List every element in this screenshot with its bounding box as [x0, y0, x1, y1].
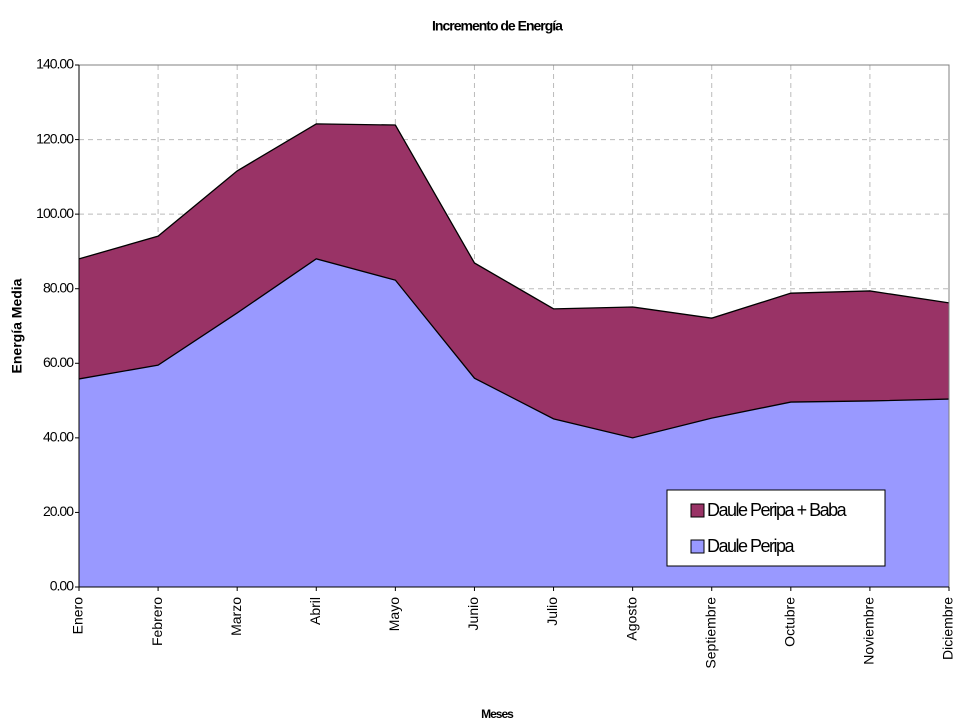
x-tick-label: Agosto — [623, 597, 639, 641]
x-tick-label: Mayo — [386, 597, 402, 631]
y-tick-label: 100.00 — [36, 205, 74, 221]
y-axis-title: Energía Media — [9, 278, 25, 373]
y-tick-label: 20.00 — [43, 503, 74, 519]
x-tick-label: Marzo — [228, 597, 244, 636]
x-tick-label: Abril — [307, 597, 323, 625]
legend-swatch — [690, 539, 705, 554]
y-tick-label: 60.00 — [43, 354, 74, 370]
area-line — [78, 123, 950, 319]
area-line — [78, 258, 950, 439]
y-tick-label: 0.00 — [50, 578, 74, 594]
x-axis-title: Meses — [481, 707, 514, 721]
x-tick-label: Diciembre — [940, 597, 956, 660]
x-tick-label: Enero — [70, 597, 86, 635]
y-tick-label: 80.00 — [43, 279, 74, 295]
x-tick-label: Octubre — [782, 597, 798, 647]
x-tick-label: Febrero — [149, 597, 165, 646]
x-tick-label: Junio — [465, 597, 481, 631]
x-tick-label: Noviembre — [861, 597, 877, 665]
chart-title: Incremento de Energía — [432, 18, 563, 34]
y-tick-label: 120.00 — [36, 130, 74, 146]
legend-label: Daule Peripa + Baba — [707, 500, 848, 520]
x-tick-label: Julio — [544, 597, 560, 626]
y-tick-label: 140.00 — [36, 56, 74, 72]
legend: Daule Peripa + Baba Daule Peripa — [666, 489, 886, 567]
x-tick-label: Septiembre — [702, 597, 718, 669]
legend-swatch — [690, 503, 705, 518]
y-tick-label: 40.00 — [43, 429, 74, 445]
legend-label: Daule Peripa — [707, 536, 796, 556]
